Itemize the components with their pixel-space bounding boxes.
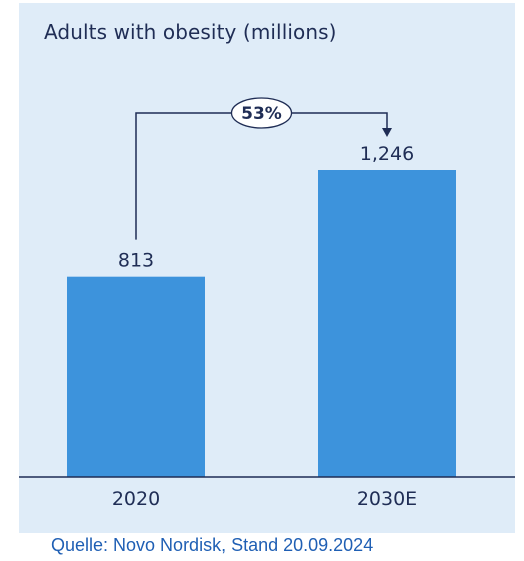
x-tick-label-2020: 2020	[112, 488, 160, 510]
bar-2030e	[318, 170, 456, 477]
labels-layer: 813 2020 1,246 2030E	[112, 143, 417, 510]
growth-badge	[230, 97, 293, 129]
growth-annotation: 53%	[135, 97, 392, 240]
arrow-down-icon	[382, 128, 392, 137]
x-tick-label-2030e: 2030E	[357, 488, 417, 510]
bars-layer	[67, 170, 456, 477]
value-label-2030e: 1,246	[360, 143, 414, 165]
growth-percentage-label: 53%	[241, 104, 282, 124]
bar-2020	[67, 276, 205, 477]
source-note: Quelle: Novo Nordisk, Stand 20.09.2024	[51, 535, 374, 555]
chart-title: Adults with obesity (millions)	[44, 20, 337, 44]
value-label-2020: 813	[118, 250, 154, 272]
